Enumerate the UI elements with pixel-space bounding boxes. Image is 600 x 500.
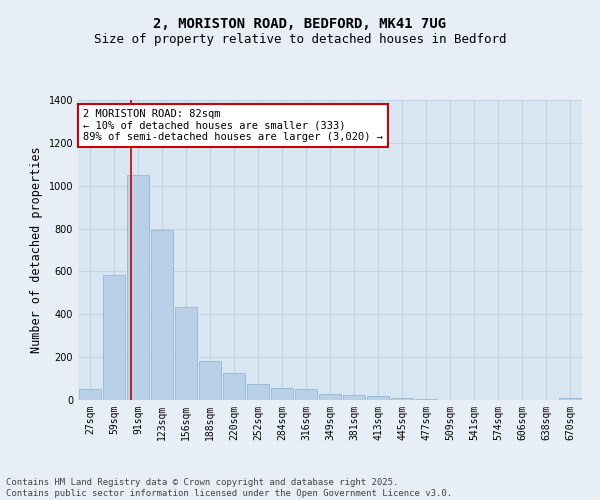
Bar: [127, 175, 149, 400]
Bar: [199, 362, 221, 400]
Bar: [295, 390, 317, 400]
Bar: [223, 373, 245, 400]
Bar: [151, 230, 173, 400]
Bar: [79, 390, 101, 400]
Text: Size of property relative to detached houses in Bedford: Size of property relative to detached ho…: [94, 32, 506, 46]
Bar: [175, 307, 197, 400]
Bar: [367, 396, 389, 400]
Bar: [415, 399, 437, 400]
Text: Contains HM Land Registry data © Crown copyright and database right 2025.
Contai: Contains HM Land Registry data © Crown c…: [6, 478, 452, 498]
Bar: [103, 274, 125, 400]
Bar: [391, 398, 413, 400]
Text: 2, MORISTON ROAD, BEDFORD, MK41 7UG: 2, MORISTON ROAD, BEDFORD, MK41 7UG: [154, 18, 446, 32]
Y-axis label: Number of detached properties: Number of detached properties: [30, 146, 43, 354]
Text: 2 MORISTON ROAD: 82sqm
← 10% of detached houses are smaller (333)
89% of semi-de: 2 MORISTON ROAD: 82sqm ← 10% of detached…: [83, 109, 383, 142]
Bar: [559, 398, 581, 400]
Bar: [247, 384, 269, 400]
Bar: [343, 394, 365, 400]
Bar: [271, 388, 293, 400]
Bar: [319, 394, 341, 400]
